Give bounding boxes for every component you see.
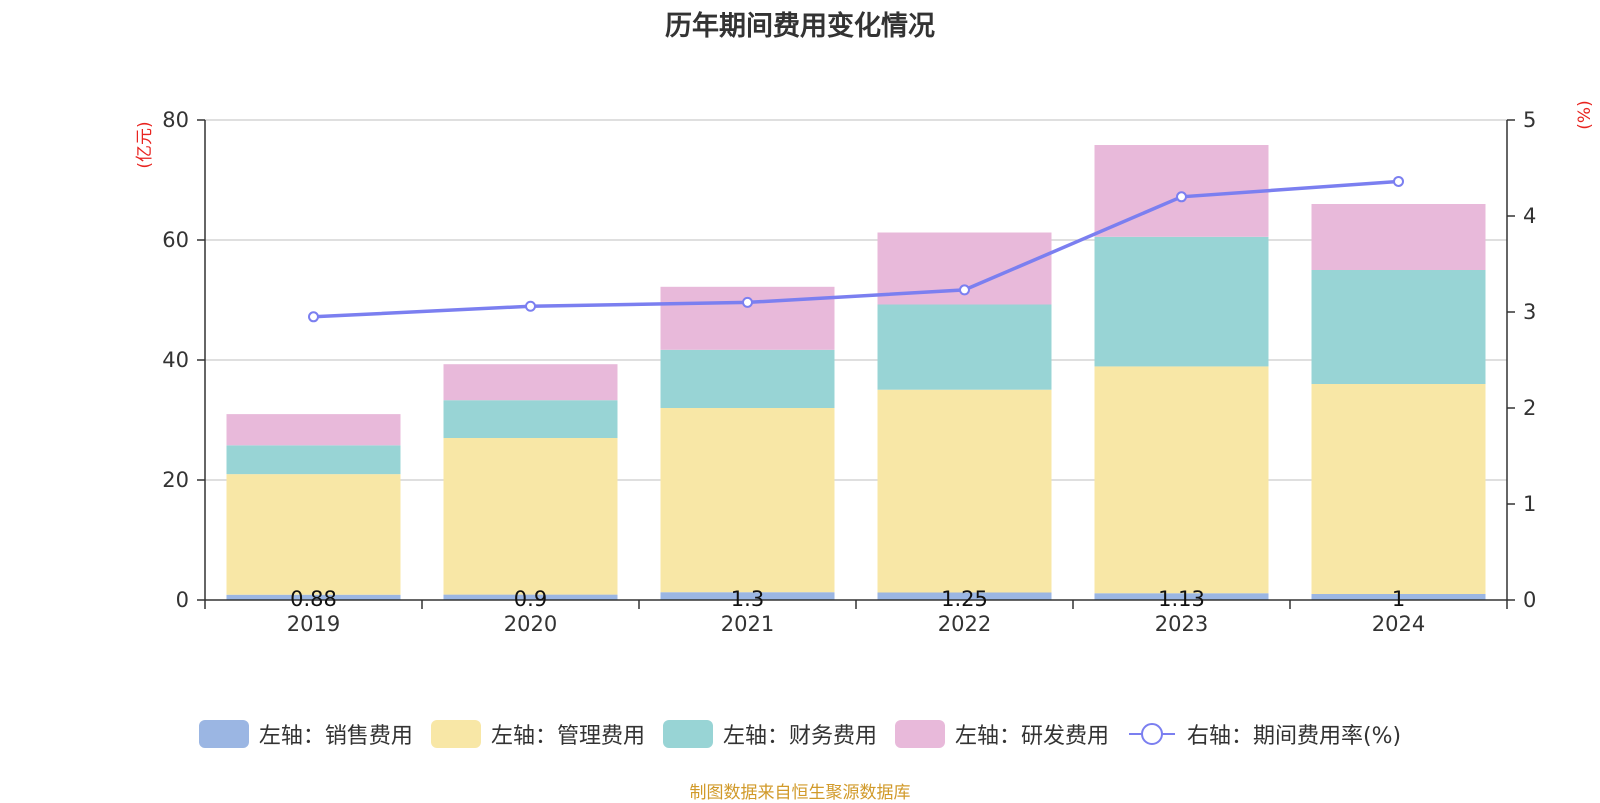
left-axis-unit: (亿元) bbox=[135, 121, 155, 168]
rate-point bbox=[742, 296, 753, 308]
legend-item-2[interactable]: 左轴：管理费用 bbox=[430, 718, 645, 750]
rate-point bbox=[308, 311, 319, 323]
rate-point bbox=[1393, 175, 1404, 187]
bar-segment-3 bbox=[1311, 270, 1486, 384]
x-tick-label: 2024 bbox=[1372, 612, 1425, 636]
bar-segment-1 bbox=[660, 592, 835, 600]
legend-label: 左轴：销售费用 bbox=[258, 724, 413, 749]
bar-data-label: 0.88 bbox=[290, 587, 337, 611]
legend-label: 左轴：研发费用 bbox=[954, 724, 1109, 749]
bar-segment-3 bbox=[877, 304, 1052, 390]
legend-label: 右轴：期间费用率(%) bbox=[1186, 724, 1402, 749]
bar-segment-4 bbox=[226, 414, 401, 446]
bar-segment-4 bbox=[660, 286, 835, 350]
bar-segment-1 bbox=[1094, 593, 1269, 600]
x-tick-label: 2020 bbox=[504, 612, 557, 636]
rate-line bbox=[308, 175, 1404, 323]
bar-segment-3 bbox=[443, 400, 618, 438]
x-tick-label: 2021 bbox=[721, 612, 774, 636]
data-labels: 0.88 0.9 1.3 1.25 1.13 1 bbox=[290, 587, 1405, 611]
right-tick-label: 5 bbox=[1523, 108, 1536, 132]
x-tick-label: 2022 bbox=[938, 612, 991, 636]
bar-segment-1 bbox=[1311, 594, 1486, 600]
line-marker-icon bbox=[1128, 723, 1175, 745]
bar-segment-1 bbox=[877, 592, 1052, 600]
bars bbox=[226, 145, 1486, 600]
bar-segment-1 bbox=[443, 594, 618, 600]
right-tick-label: 3 bbox=[1523, 300, 1536, 324]
legend-item-5[interactable]: 右轴：期间费用率(%) bbox=[1127, 718, 1401, 750]
bar-data-label: 1.3 bbox=[731, 587, 764, 611]
left-tick-label: 60 bbox=[162, 228, 189, 252]
left-tick-label: 80 bbox=[162, 108, 189, 132]
bar-segment-4 bbox=[1311, 204, 1486, 270]
legend-swatch bbox=[894, 720, 945, 748]
legend-item-4[interactable]: 左轴：研发费用 bbox=[894, 718, 1109, 750]
axes: 0 20 40 60 80 0 1 2 3 4 5 (亿元) (%) 2019 2020 2021 2022 20… bbox=[135, 100, 1595, 636]
source-note: 制图数据来自恒生聚源数据库 bbox=[689, 783, 911, 803]
rate-point bbox=[525, 300, 536, 312]
legend-item-1[interactable]: 左轴：销售费用 bbox=[198, 718, 413, 750]
legend-swatch bbox=[662, 720, 713, 748]
bar-segment-4 bbox=[443, 364, 618, 401]
bar-segment-2 bbox=[443, 438, 618, 595]
bar-data-label: 1.13 bbox=[1158, 587, 1205, 611]
right-tick-label: 0 bbox=[1523, 588, 1536, 612]
bar-segment-2 bbox=[226, 474, 401, 595]
bar-segment-2 bbox=[1311, 384, 1486, 594]
gridlines bbox=[205, 119, 1507, 481]
legend-label: 左轴：财务费用 bbox=[722, 724, 877, 749]
legend-label: 左轴：管理费用 bbox=[490, 724, 645, 749]
rate-point bbox=[1176, 191, 1187, 203]
bar-segment-2 bbox=[660, 408, 835, 593]
rate-line-path bbox=[313, 179, 1399, 319]
x-tick-label: 2019 bbox=[287, 612, 340, 636]
legend-swatch bbox=[430, 720, 481, 748]
bar-data-label: 1.25 bbox=[941, 587, 988, 611]
right-tick-label: 2 bbox=[1523, 396, 1536, 420]
left-tick-label: 40 bbox=[162, 348, 189, 372]
chart-plot: 0 20 40 60 80 0 1 2 3 4 5 (亿元) (%) 2019 2020 2021 2022 20… bbox=[135, 100, 1595, 636]
chart-title: 历年期间费用变化情况 bbox=[665, 11, 935, 42]
bar-segment-2 bbox=[1094, 366, 1269, 594]
right-axis-unit: (%) bbox=[1575, 100, 1595, 129]
legend: 左轴：销售费用 左轴：管理费用 左轴：财务费用 左轴：研发费用 右轴：期间费用率(%) bbox=[0, 718, 1600, 750]
rate-point bbox=[959, 284, 970, 296]
legend-swatch bbox=[198, 720, 249, 748]
legend-item-3[interactable]: 左轴：财务费用 bbox=[662, 718, 877, 750]
bar-data-label: 1 bbox=[1392, 587, 1405, 611]
right-tick-label: 1 bbox=[1523, 492, 1536, 516]
bar-segment-3 bbox=[660, 349, 835, 408]
bar-data-label: 0.9 bbox=[514, 587, 547, 611]
bar-segment-2 bbox=[877, 389, 1052, 593]
left-tick-label: 20 bbox=[162, 468, 189, 492]
bar-segment-1 bbox=[226, 594, 401, 600]
x-tick-label: 2023 bbox=[1155, 612, 1208, 636]
bar-segment-3 bbox=[226, 445, 401, 475]
bar-segment-3 bbox=[1094, 236, 1269, 367]
left-tick-label: 0 bbox=[176, 588, 189, 612]
right-tick-label: 4 bbox=[1523, 204, 1536, 228]
